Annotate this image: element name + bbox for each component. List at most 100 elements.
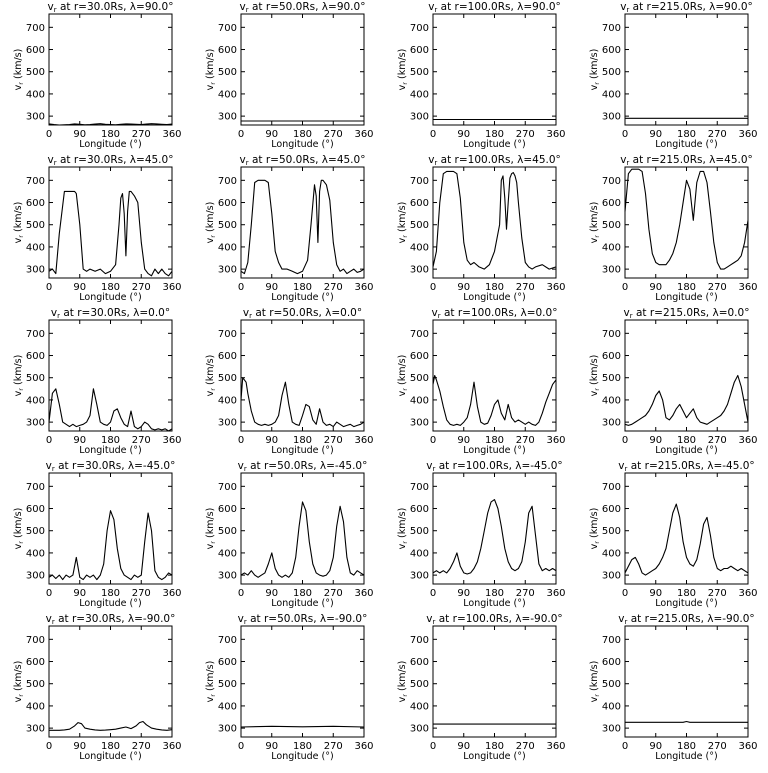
panel-8-xtick-label: 180 [677,282,696,293]
panel-13-ytick-label: 600 [26,504,45,515]
panel-12-axes-box [624,319,749,432]
panel-1-ytick-label: 600 [26,45,45,56]
panel-19-ytick-label: 600 [410,657,429,668]
panel-11-xtick-label: 90 [457,435,470,446]
panel-20-series-line [625,720,748,723]
panel-1-xtick-label: 0 [46,129,52,140]
panel-4-xtick-label: 180 [677,129,696,140]
panel-14-xtick-label: 270 [324,588,343,599]
panel-11-xtick-label: 360 [546,435,565,446]
panel-16-xtick-label: 0 [622,588,628,599]
panel-14-xtick-label: 90 [265,588,278,599]
panel-17-xtick-label: 270 [132,741,151,752]
panel-8-ytick-label: 300 [602,265,621,276]
panel-18-xtick-label: 90 [265,741,278,752]
panel-14-xlabel: Longitude (°) [271,598,333,609]
panel-7-xtick-label: 180 [485,282,504,293]
panel-16-xtick-label: 360 [738,588,757,599]
panel-18-series-line [240,725,365,728]
panel-7-ytick-label: 500 [410,220,429,231]
panel-3-axes-box [432,13,557,126]
panel-18-xtick-label: 0 [238,741,244,752]
panel-3-ytick-label: 300 [410,112,429,123]
panel-8-ytick-label: 600 [602,198,621,209]
panel-13-xtick-label: 270 [132,588,151,599]
panel-6-ytick-label: 700 [218,176,237,187]
panel-15-xtick-label: 90 [457,588,470,599]
panel-4-xtick-label: 90 [649,129,662,140]
panel-4-xtick-label: 0 [622,129,628,140]
panel-4-ytick-label: 400 [602,89,621,100]
panel-14-ytick-label: 700 [218,482,237,493]
panel-9-xtick-label: 360 [162,435,181,446]
panel-19-xtick-label: 360 [546,741,565,752]
panel-12-xtick-label: 360 [738,435,757,446]
panel-2-xtick-label: 270 [324,129,343,140]
panel-7-xtick-label: 360 [546,282,565,293]
panel-20-xtick-label: 90 [649,741,662,752]
panel-14-series-line [240,501,365,578]
panel-10-title: vr at r=50.0Rs, λ=0.0° [243,307,362,320]
panel-5-xtick-label: 180 [101,282,120,293]
panel-15-xtick-label: 0 [430,588,436,599]
panel-9-series-line [48,388,173,432]
panel-1-ytick-label: 700 [26,23,45,34]
panel-2-title: vr at r=50.0Rs, λ=90.0° [240,1,366,14]
panel-15-xlabel: Longitude (°) [463,598,525,609]
panel-4-ytick-label: 700 [602,23,621,34]
panel-1-ylabel: vr (km/s) [13,49,25,91]
panel-11-ytick-label: 500 [410,373,429,384]
panel-13-ytick-label: 700 [26,482,45,493]
panel-13-axes-box [48,472,173,585]
panel-11-series-line [432,374,557,426]
panel-5-axes-box [48,166,173,279]
panel-4-ytick-label: 600 [602,45,621,56]
panel-11-xtick-label: 270 [516,435,535,446]
panel-18-ylabel: vr (km/s) [205,661,217,703]
panel-18-ytick-label: 500 [218,679,237,690]
panel-19-xtick-label: 270 [516,741,535,752]
panel-13-xtick-label: 180 [101,588,120,599]
panel-4-xlabel: Longitude (°) [655,139,717,150]
panel-10-xtick-label: 90 [265,435,278,446]
panel-6-axes-box [240,166,365,279]
panel-6-xtick-label: 90 [265,282,278,293]
panel-5-xtick-label: 0 [46,282,52,293]
panel-10-ytick-label: 600 [218,351,237,362]
panel-6-xtick-label: 360 [354,282,373,293]
panel-17-ytick-label: 600 [26,657,45,668]
panel-1-xlabel: Longitude (°) [79,139,141,150]
panel-17-xtick-label: 90 [73,741,86,752]
panel-12-ytick-label: 400 [602,395,621,406]
panel-12-ylabel: vr (km/s) [589,355,601,397]
panel-19-ytick-label: 400 [410,701,429,712]
panel-11-ytick-label: 700 [410,329,429,340]
panel-20-ylabel: vr (km/s) [589,661,601,703]
panel-2-xtick-label: 90 [265,129,278,140]
panel-1-series-line [48,123,173,126]
panel-2-xtick-label: 0 [238,129,244,140]
panel-1-ytick-label: 400 [26,89,45,100]
panel-6-series-line [240,179,365,275]
panel-14-ytick-label: 600 [218,504,237,515]
panel-8-series-line [624,168,749,270]
panel-11-ylabel: vr (km/s) [397,355,409,397]
panel-1-xtick-label: 90 [73,129,86,140]
panel-20-xtick-label: 0 [622,741,628,752]
panel-10-ytick-label: 500 [218,373,237,384]
panel-13-ytick-label: 300 [26,571,45,582]
panel-12-xtick-label: 180 [677,435,696,446]
panel-3-ytick-label: 600 [410,45,429,56]
panel-8-xlabel: Longitude (°) [655,292,717,303]
panel-8-xtick-label: 360 [738,282,757,293]
panel-6-ytick-label: 300 [218,265,237,276]
panel-12-ytick-label: 300 [602,418,621,429]
panel-17-title: vr at r=30.0Rs, λ=-90.0° [46,613,176,626]
panel-8-xtick-label: 0 [622,282,628,293]
panel-17-ytick-label: 300 [26,724,45,735]
panel-16-xtick-label: 270 [708,588,727,599]
panel-19-axes-box [432,625,557,738]
panel-10-xlabel: Longitude (°) [271,445,333,456]
panel-2-xtick-label: 360 [354,129,373,140]
